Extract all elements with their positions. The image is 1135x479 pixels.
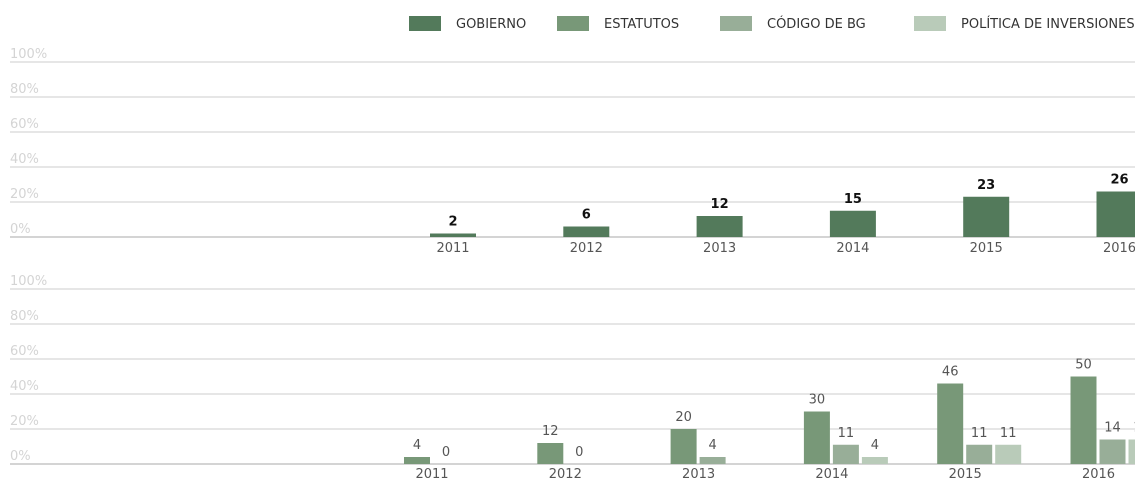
legend-swatch (914, 16, 946, 31)
bar (696, 216, 743, 237)
bar (1070, 376, 1097, 464)
x-tick-label: 2016 (1103, 241, 1135, 256)
y-tick-label: 20% (10, 414, 39, 429)
legend-label: GOBIERNO (456, 17, 526, 32)
legend-label: ESTATUTOS (604, 17, 679, 32)
x-tick-label: 2012 (549, 467, 582, 479)
data-label: 6 (582, 208, 591, 223)
y-tick-label: 40% (10, 379, 39, 394)
y-tick-label: 80% (10, 309, 39, 324)
legend-swatch (720, 16, 752, 31)
bar (537, 443, 564, 464)
data-label: 26 (1110, 173, 1128, 188)
y-tick-label: 40% (10, 152, 39, 167)
x-tick-label: 2012 (570, 241, 603, 256)
x-tick-label: 2011 (436, 241, 469, 256)
bar (966, 444, 993, 464)
bar (1096, 191, 1135, 237)
bar (829, 210, 876, 237)
data-label: 46 (942, 365, 959, 380)
data-label: 11 (1000, 426, 1017, 441)
bar (563, 226, 610, 237)
x-tick-label: 2015 (949, 467, 982, 479)
y-tick-label: 100% (10, 47, 47, 62)
bar (995, 444, 1022, 464)
data-label: 14 (1104, 421, 1121, 436)
bar (937, 383, 964, 464)
data-label: 12 (711, 197, 729, 212)
data-label: 30 (809, 393, 826, 408)
bar (1128, 439, 1135, 464)
data-label: 12 (542, 424, 559, 439)
x-tick-label: 2014 (815, 467, 848, 479)
legend-label: CÓDIGO DE BG (767, 16, 866, 32)
data-label: 4 (413, 438, 421, 453)
data-label: 0 (575, 445, 583, 460)
bar (963, 196, 1010, 237)
y-tick-label: 60% (10, 117, 39, 132)
y-tick-label: 80% (10, 82, 39, 97)
data-label: 2 (448, 215, 457, 230)
legend-label: POLÍTICA DE INVERSIONES (961, 16, 1135, 32)
legend-swatch (409, 16, 441, 31)
x-tick-label: 2014 (836, 241, 869, 256)
bar (803, 411, 830, 464)
x-tick-label: 2013 (703, 241, 736, 256)
x-tick-label: 2015 (970, 241, 1003, 256)
data-label: 4 (708, 438, 716, 453)
data-label: 50 (1075, 358, 1092, 373)
bar (861, 457, 888, 464)
data-label: 20 (675, 410, 692, 425)
x-tick-label: 2011 (415, 467, 448, 479)
data-label: 4 (871, 438, 879, 453)
bar (1099, 439, 1126, 464)
legend-swatch (557, 16, 589, 31)
bar (430, 233, 476, 237)
data-label: 11 (838, 426, 855, 441)
y-tick-label: 100% (10, 274, 47, 289)
y-tick-label: 0% (10, 449, 31, 464)
bar (670, 429, 697, 464)
data-label: 23 (977, 178, 995, 193)
x-tick-label: 2016 (1082, 467, 1115, 479)
data-label: 14 (1133, 421, 1135, 436)
bar (404, 457, 430, 464)
bar (699, 457, 726, 464)
x-tick-label: 2013 (682, 467, 715, 479)
data-label: 11 (971, 426, 988, 441)
y-tick-label: 60% (10, 344, 39, 359)
data-label: 15 (844, 192, 862, 207)
bar (832, 444, 859, 464)
y-tick-label: 20% (10, 187, 39, 202)
data-label: 0 (442, 445, 450, 460)
y-tick-label: 0% (10, 222, 31, 237)
